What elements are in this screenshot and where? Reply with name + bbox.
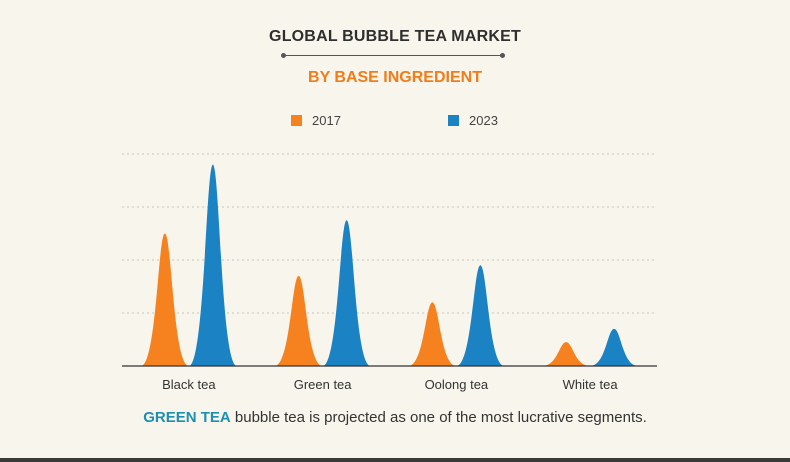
footer-highlight: GREEN TEA (143, 409, 231, 426)
bottom-border (0, 458, 790, 462)
title-divider (281, 53, 505, 58)
peak-2017-oolong-tea (408, 302, 457, 366)
x-tick-label: Green tea (294, 377, 353, 392)
legend-item-2023: 2023 (448, 113, 498, 128)
peak-2023-white-tea (590, 328, 639, 366)
peak-2017-black-tea (140, 233, 189, 366)
legend-label-2023: 2023 (469, 113, 498, 128)
x-tick-label: Black tea (162, 377, 216, 392)
peak-2023-green-tea (322, 220, 371, 366)
chart-title: GLOBAL BUBBLE TEA MARKET (269, 28, 521, 45)
x-tick-label: Oolong tea (425, 377, 489, 392)
chart-subtitle: BY BASE INGREDIENT (308, 69, 482, 86)
footer-text: bubble tea is projected as one of the mo… (230, 409, 647, 426)
divider-dot-left (281, 53, 286, 58)
legend-swatch-2023 (448, 115, 459, 126)
x-tick-label: White tea (563, 377, 619, 392)
legend-swatch-2017 (291, 115, 302, 126)
peak-2017-white-tea (542, 342, 591, 366)
chart-plot: Black tea Green tea Oolong tea White tea (122, 153, 657, 392)
peak-2023-black-tea (188, 164, 237, 366)
legend-item-2017: 2017 (291, 113, 341, 128)
legend-label-2017: 2017 (312, 113, 341, 128)
divider-dot-right (500, 53, 505, 58)
peak-2017-green-tea (274, 275, 323, 366)
footer-note: GREEN TEA bubble tea is projected as one… (0, 409, 790, 426)
peak-2023-oolong-tea (456, 265, 505, 366)
